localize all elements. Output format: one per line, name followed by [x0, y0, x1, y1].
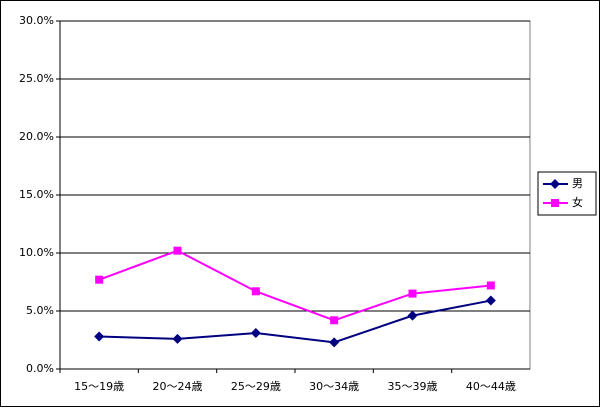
y-tick-label: 0.0%	[26, 362, 54, 375]
y-tick-label: 30.0%	[19, 14, 54, 27]
y-tick-label: 25.0%	[19, 72, 54, 85]
y-tick-label: 10.0%	[19, 246, 54, 259]
data-point	[95, 275, 104, 284]
legend-marker	[551, 199, 559, 207]
x-tick-label: 30〜34歳	[309, 380, 359, 393]
data-point	[330, 316, 339, 325]
y-tick-label: 15.0%	[19, 188, 54, 201]
series-line	[99, 299, 492, 344]
legend-label: 女	[572, 195, 583, 209]
series-line	[98, 249, 491, 322]
data-point	[172, 333, 183, 344]
legend-box	[537, 171, 597, 216]
y-tick-label: 20.0%	[19, 130, 54, 143]
x-tick-label: 35〜39歳	[388, 380, 438, 393]
x-tick-label: 15〜19歳	[74, 380, 124, 393]
data-point	[485, 295, 496, 306]
data-point	[407, 310, 418, 321]
data-point	[408, 289, 417, 298]
x-tick-label: 20〜24歳	[153, 380, 203, 393]
data-point	[173, 246, 182, 255]
data-point	[94, 331, 105, 342]
x-tick-label: 40〜44歳	[466, 380, 516, 393]
data-point	[486, 281, 495, 290]
data-point	[329, 337, 340, 348]
y-tick-label: 5.0%	[26, 304, 54, 317]
legend-marker	[550, 179, 560, 189]
data-point	[251, 287, 260, 296]
x-tick-label: 25〜29歳	[231, 380, 281, 393]
data-point	[250, 328, 261, 339]
legend-label: 男	[572, 177, 583, 190]
